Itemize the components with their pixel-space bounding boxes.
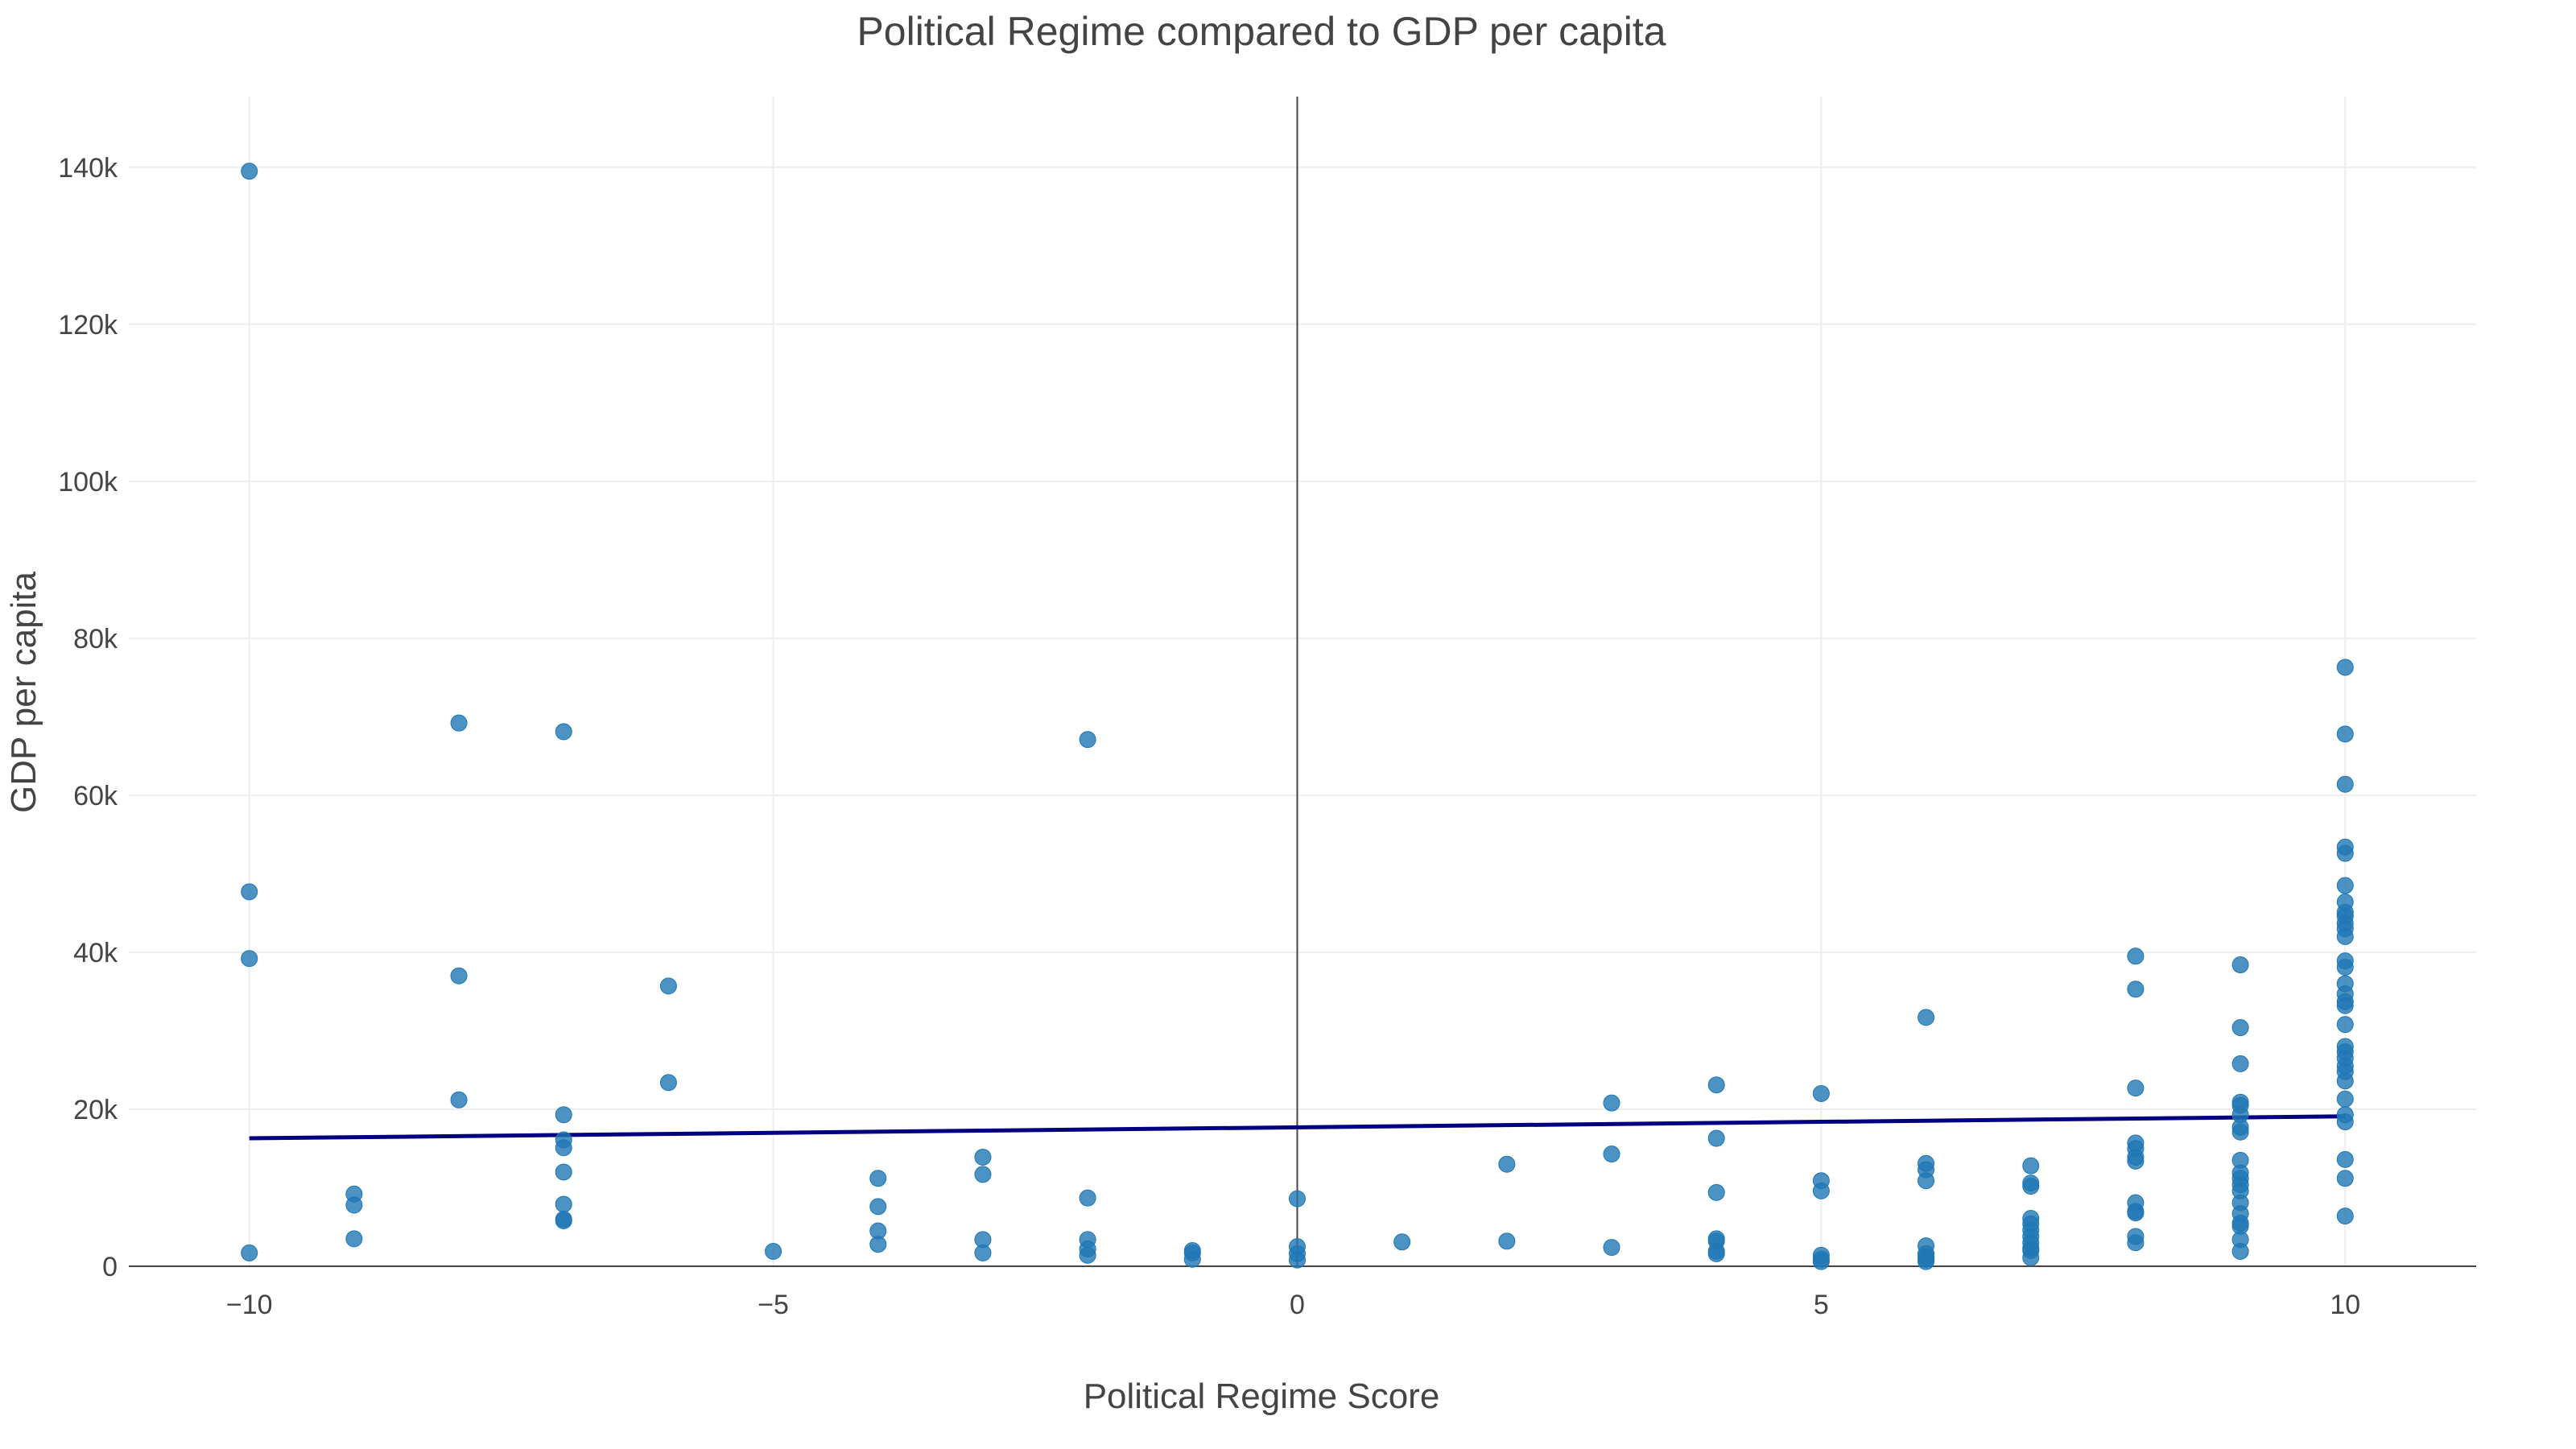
data-point bbox=[2336, 775, 2354, 793]
data-point bbox=[1183, 1250, 1201, 1268]
data-point bbox=[2127, 1152, 2145, 1170]
data-point bbox=[345, 1230, 363, 1248]
data-point bbox=[2336, 844, 2354, 862]
data-point bbox=[241, 163, 258, 180]
data-point bbox=[2231, 956, 2249, 974]
data-point bbox=[1707, 1183, 1725, 1201]
y-tick-label: 0 bbox=[102, 1252, 118, 1282]
data-point bbox=[974, 1244, 992, 1261]
data-point bbox=[974, 1166, 992, 1183]
data-point bbox=[450, 1091, 468, 1108]
x-tick-label: 10 bbox=[2330, 1290, 2360, 1320]
data-point bbox=[555, 1163, 572, 1181]
x-tick-label: −5 bbox=[758, 1290, 789, 1320]
data-point bbox=[2336, 877, 2354, 894]
data-point bbox=[765, 1242, 782, 1260]
data-point bbox=[2336, 1150, 2354, 1168]
data-point bbox=[1918, 1253, 1935, 1270]
data-point bbox=[2336, 658, 2354, 676]
data-point bbox=[2127, 1204, 2145, 1222]
data-point bbox=[869, 1236, 887, 1253]
data-point bbox=[555, 1195, 572, 1213]
data-point bbox=[869, 1170, 887, 1187]
data-point bbox=[241, 950, 258, 968]
data-point bbox=[1393, 1233, 1411, 1251]
data-point bbox=[1707, 1245, 1725, 1262]
x-tick-label: −10 bbox=[226, 1290, 273, 1320]
data-point bbox=[659, 977, 677, 995]
data-point bbox=[1918, 1172, 1935, 1190]
data-point bbox=[1918, 1009, 1935, 1026]
data-point bbox=[1288, 1190, 1306, 1208]
data-point bbox=[2231, 1055, 2249, 1072]
data-point bbox=[2231, 1019, 2249, 1037]
data-point bbox=[2336, 1090, 2354, 1108]
data-point bbox=[2231, 1123, 2249, 1141]
x-axis-ticks: −10 −5 0 5 10 bbox=[226, 1290, 2360, 1320]
data-point bbox=[555, 1139, 572, 1157]
gridlines bbox=[129, 97, 2476, 1266]
chart-title: Political Regime compared to GDP per cap… bbox=[857, 9, 1666, 54]
data-point bbox=[659, 1074, 677, 1092]
y-axis-ticks: 0 20k 40k 60k 80k 100k 120k 140k bbox=[58, 153, 118, 1282]
data-point bbox=[1603, 1239, 1620, 1257]
data-point bbox=[1603, 1094, 1620, 1112]
data-point bbox=[1079, 1246, 1096, 1264]
data-point bbox=[2336, 1170, 2354, 1187]
y-axis-title: GDP per capita bbox=[4, 571, 43, 813]
data-point bbox=[2336, 1072, 2354, 1090]
trendline-layer bbox=[249, 1114, 2346, 1141]
trendline bbox=[249, 1114, 2346, 1141]
data-point bbox=[2022, 1178, 2040, 1195]
data-point bbox=[2127, 980, 2145, 998]
data-point bbox=[2127, 947, 2145, 965]
data-point bbox=[2336, 1016, 2354, 1034]
data-point bbox=[1812, 1182, 1830, 1199]
data-point bbox=[2336, 927, 2354, 945]
data-point bbox=[1079, 731, 1096, 749]
data-point bbox=[2231, 1242, 2249, 1260]
data-point bbox=[2022, 1249, 2040, 1266]
data-point bbox=[1079, 1189, 1096, 1207]
x-axis-title: Political Regime Score bbox=[1084, 1377, 1440, 1416]
data-point bbox=[1707, 1076, 1725, 1094]
x-tick-label: 0 bbox=[1290, 1290, 1305, 1320]
data-point bbox=[1603, 1146, 1620, 1163]
zero-lines bbox=[129, 97, 2476, 1267]
y-tick-label: 80k bbox=[73, 624, 118, 654]
data-point bbox=[1812, 1253, 1830, 1270]
data-point bbox=[1812, 1084, 1830, 1102]
data-point bbox=[555, 1106, 572, 1124]
data-point bbox=[241, 883, 258, 901]
data-point bbox=[450, 714, 468, 732]
data-point bbox=[2336, 997, 2354, 1014]
y-tick-label: 140k bbox=[58, 153, 118, 184]
data-point bbox=[2336, 958, 2354, 976]
data-points bbox=[241, 163, 2354, 1270]
data-point bbox=[2127, 1234, 2145, 1252]
y-tick-label: 40k bbox=[73, 938, 118, 968]
data-point bbox=[555, 1212, 572, 1229]
data-point bbox=[345, 1196, 363, 1214]
data-point bbox=[450, 967, 468, 985]
data-point bbox=[1288, 1251, 1306, 1269]
data-point bbox=[974, 1148, 992, 1166]
y-tick-label: 60k bbox=[73, 781, 118, 811]
data-point bbox=[1498, 1155, 1516, 1173]
data-point bbox=[1498, 1232, 1516, 1250]
data-point bbox=[2336, 1208, 2354, 1225]
data-point bbox=[2127, 1080, 2145, 1097]
y-tick-label: 100k bbox=[58, 467, 118, 497]
data-point bbox=[555, 723, 572, 741]
data-point bbox=[1707, 1129, 1725, 1147]
y-tick-label: 120k bbox=[58, 310, 118, 341]
data-point bbox=[2336, 1113, 2354, 1131]
data-point bbox=[2336, 725, 2354, 743]
y-tick-label: 20k bbox=[73, 1095, 118, 1125]
x-tick-label: 5 bbox=[1814, 1290, 1829, 1320]
data-point bbox=[2022, 1157, 2040, 1174]
data-point bbox=[241, 1244, 258, 1261]
data-point bbox=[869, 1198, 887, 1216]
